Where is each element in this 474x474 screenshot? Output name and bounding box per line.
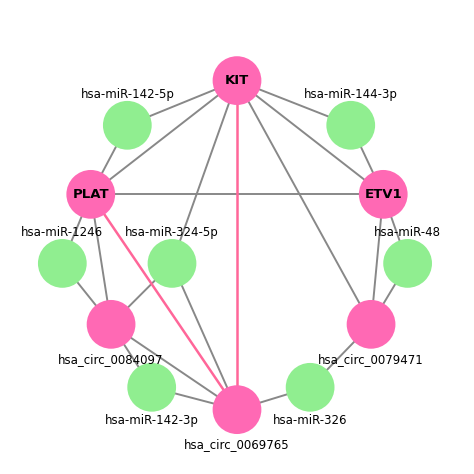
Circle shape	[103, 101, 152, 150]
Text: hsa-miR-142-3p: hsa-miR-142-3p	[105, 414, 199, 427]
Text: hsa-miR-48: hsa-miR-48	[374, 226, 441, 239]
Circle shape	[286, 363, 335, 412]
Text: hsa-miR-144-3p: hsa-miR-144-3p	[304, 88, 398, 101]
Circle shape	[213, 385, 261, 434]
Text: hsa_circ_0079471: hsa_circ_0079471	[318, 353, 424, 366]
Text: hsa-miR-142-5p: hsa-miR-142-5p	[81, 88, 174, 101]
Circle shape	[128, 363, 176, 412]
Circle shape	[38, 239, 87, 288]
Text: hsa-miR-324-5p: hsa-miR-324-5p	[125, 226, 219, 239]
Circle shape	[346, 300, 395, 349]
Circle shape	[383, 239, 432, 288]
Circle shape	[66, 170, 115, 219]
Text: hsa-miR-1246: hsa-miR-1246	[21, 226, 103, 239]
Circle shape	[327, 101, 375, 150]
Text: PLAT: PLAT	[73, 188, 109, 201]
Text: KIT: KIT	[225, 74, 249, 87]
Text: hsa_circ_0084097: hsa_circ_0084097	[58, 353, 164, 366]
Circle shape	[359, 170, 408, 219]
Circle shape	[213, 56, 261, 105]
Circle shape	[87, 300, 136, 349]
Text: ETV1: ETV1	[365, 188, 402, 201]
Text: hsa-miR-326: hsa-miR-326	[273, 414, 347, 427]
Circle shape	[147, 239, 196, 288]
Text: hsa_circ_0069765: hsa_circ_0069765	[184, 438, 290, 451]
